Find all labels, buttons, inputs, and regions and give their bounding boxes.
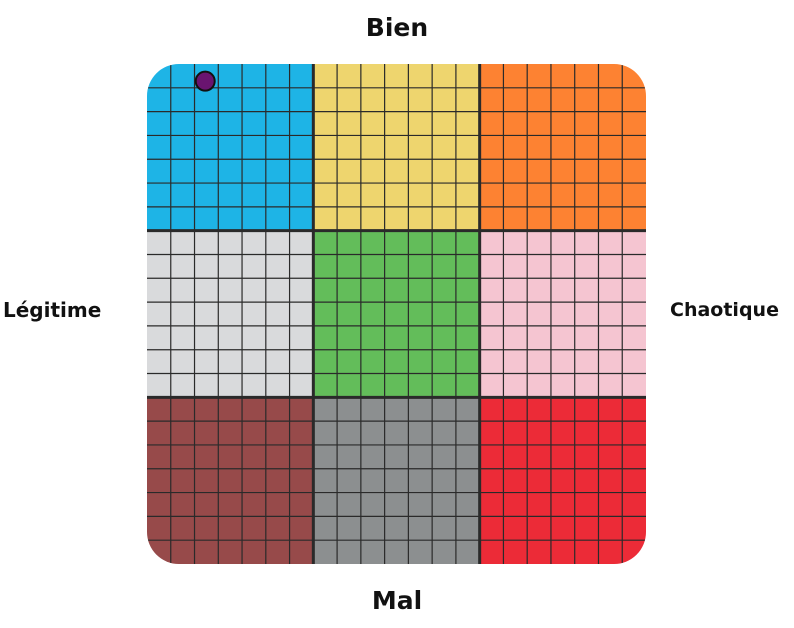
axis-label-evil: Mal [371,586,423,615]
axis-label-lawful: Légitime [3,298,102,322]
block-lawful-good[interactable] [147,64,314,231]
block-neutral-evil[interactable] [313,397,480,564]
position-marker[interactable] [194,70,216,92]
block-chaotic-neutral[interactable] [479,230,646,398]
block-lawful-evil[interactable] [147,397,314,564]
block-neutral-good[interactable] [313,64,480,231]
block-chaotic-good[interactable] [479,64,646,231]
block-chaotic-evil[interactable] [479,397,646,564]
block-true-neutral[interactable] [313,230,480,398]
axis-label-good: Bien [365,13,429,42]
axis-label-chaotic: Chaotique [670,299,779,321]
block-lawful-neutral[interactable] [147,230,314,398]
